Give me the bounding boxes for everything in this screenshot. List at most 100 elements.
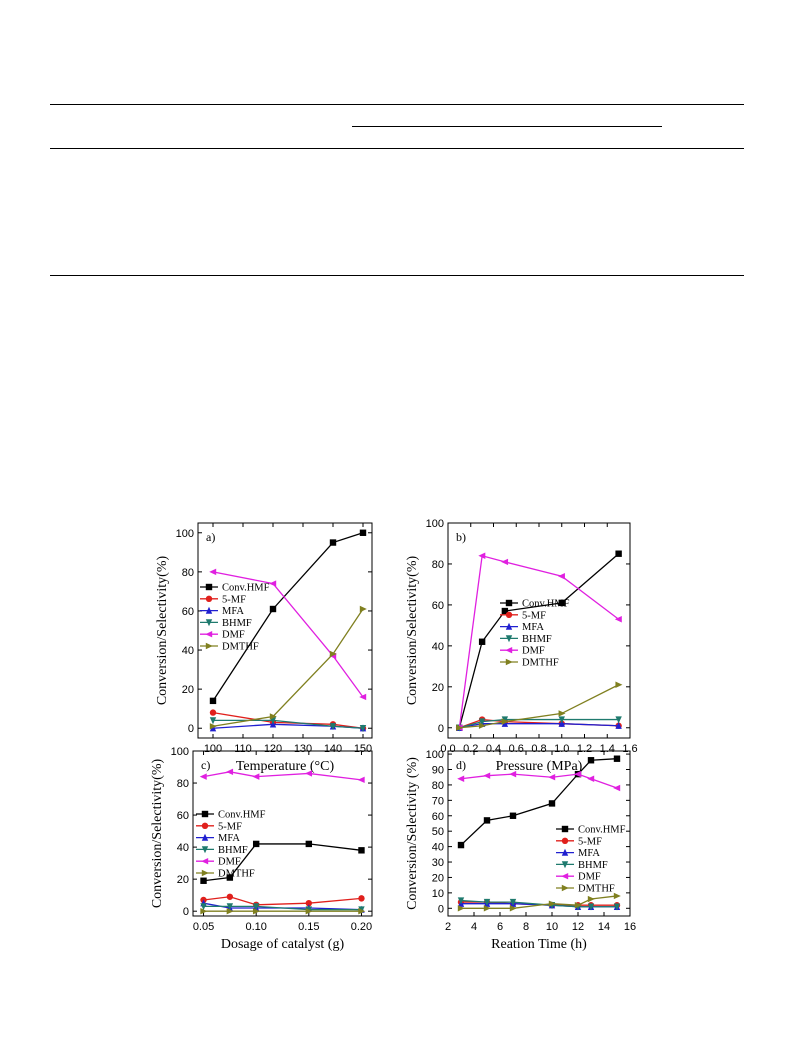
y-tick-label: 80 (432, 559, 444, 571)
data-point (305, 899, 313, 907)
legend-marker (205, 595, 213, 602)
data-point (501, 558, 509, 566)
data-point (226, 768, 234, 776)
data-point (548, 774, 556, 781)
legend-marker (505, 635, 513, 643)
data-point (269, 580, 277, 587)
chart-panel-d: 2 4 6 8 10 12 14 16 0 10 20 30 40 50 60 70 80 90 100 Reatio… (405, 749, 636, 952)
series-line (212, 532, 364, 702)
legend-marker (505, 647, 513, 654)
legend-marker (561, 884, 569, 892)
series-line (213, 719, 364, 729)
data-point (252, 773, 260, 780)
x-tick-label: 10 (546, 921, 558, 933)
x-axis-label: Dosage of catalyst (g) (221, 937, 345, 952)
data-point (587, 775, 595, 782)
legend-marker (201, 833, 209, 841)
data-point (548, 800, 556, 807)
data-point (613, 903, 621, 911)
x-tick-label: 0.6 (509, 743, 524, 755)
table-sub-rule (352, 126, 662, 127)
data-point (457, 775, 465, 782)
data-point (199, 773, 207, 780)
y-tick-label: 40 (182, 645, 194, 657)
y-tick-label: 10 (432, 888, 444, 900)
y-tick-label: 40 (177, 842, 189, 854)
y-axis-label: Conversion/Selectivity (%) (405, 757, 420, 910)
data-point (200, 877, 207, 884)
legend-entry: 5-MF (578, 836, 602, 847)
data-point (615, 550, 622, 557)
legend-entry: Conv.HMF (222, 583, 270, 594)
y-tick-label: 60 (182, 606, 194, 618)
legend-marker (561, 861, 569, 869)
legend-entry: 5-MF (218, 821, 242, 832)
data-point (501, 718, 509, 725)
data-point (456, 724, 464, 731)
data-point (359, 605, 367, 613)
table-header-rule (50, 148, 744, 149)
panel-label: d) (456, 758, 466, 772)
plot-frame (447, 750, 631, 917)
x-tick-label: 0.10 (245, 921, 266, 933)
data-point (252, 907, 260, 915)
data-point (358, 847, 365, 854)
data-point (501, 607, 509, 615)
data-point (252, 903, 260, 911)
data-point (614, 616, 622, 623)
y-tick-label: 20 (432, 682, 444, 694)
legend-marker (205, 606, 213, 614)
x-tick-label: 8 (523, 921, 529, 933)
x-tick-label: 140 (324, 743, 342, 755)
y-tick-label: 20 (432, 872, 444, 884)
data-point (509, 770, 517, 778)
data-point (226, 874, 234, 881)
legend-marker (201, 846, 209, 854)
data-point (613, 755, 621, 762)
legend-entry: 5-MF (222, 594, 246, 605)
y-tick-label: 100 (176, 528, 194, 540)
data-point (209, 709, 217, 716)
plot-frame (197, 522, 373, 739)
data-point (615, 681, 623, 688)
legend-entry: Conv.HMF (578, 825, 626, 836)
x-tick-label: 130 (294, 743, 312, 755)
data-point (329, 539, 337, 546)
legend-entry: DMTHF (218, 869, 255, 880)
chart-panel-c: 0.05 0.10 0.15 0.20 0 20 40 60 80 100 Dosage of ca… (150, 746, 373, 952)
data-point (305, 770, 313, 777)
y-tick-label: 0 (438, 723, 444, 735)
x-tick-label: 100 (204, 743, 222, 755)
legend-marker (205, 642, 213, 650)
series-dmthf (200, 907, 366, 915)
legend-entry: DMTHF (522, 658, 559, 669)
legend-entry: BHMF (218, 845, 248, 856)
data-point (483, 817, 491, 824)
legend-entry: DMF (222, 630, 245, 641)
x-tick-label: 1.6 (622, 743, 637, 755)
data-point (509, 898, 517, 906)
legend-marker (561, 873, 569, 880)
x-tick-label: 16 (624, 921, 636, 933)
data-point (587, 903, 595, 911)
data-point (209, 717, 217, 725)
series-bhmf (200, 903, 365, 914)
x-tick-label: 12 (572, 921, 584, 933)
data-point (226, 893, 234, 900)
legend-entry: BHMF (222, 618, 252, 629)
x-axis-label: Reation Time (h) (491, 937, 587, 952)
x-tick-label: 1.2 (577, 743, 592, 755)
data-point (478, 552, 486, 559)
data-point (574, 770, 582, 778)
x-tick-label: 6 (497, 921, 503, 933)
data-point (613, 784, 621, 792)
data-point (329, 723, 337, 731)
panel-label: c) (201, 758, 210, 772)
data-point (574, 902, 582, 909)
table-top-rule (50, 104, 744, 105)
legend-marker (201, 810, 209, 818)
